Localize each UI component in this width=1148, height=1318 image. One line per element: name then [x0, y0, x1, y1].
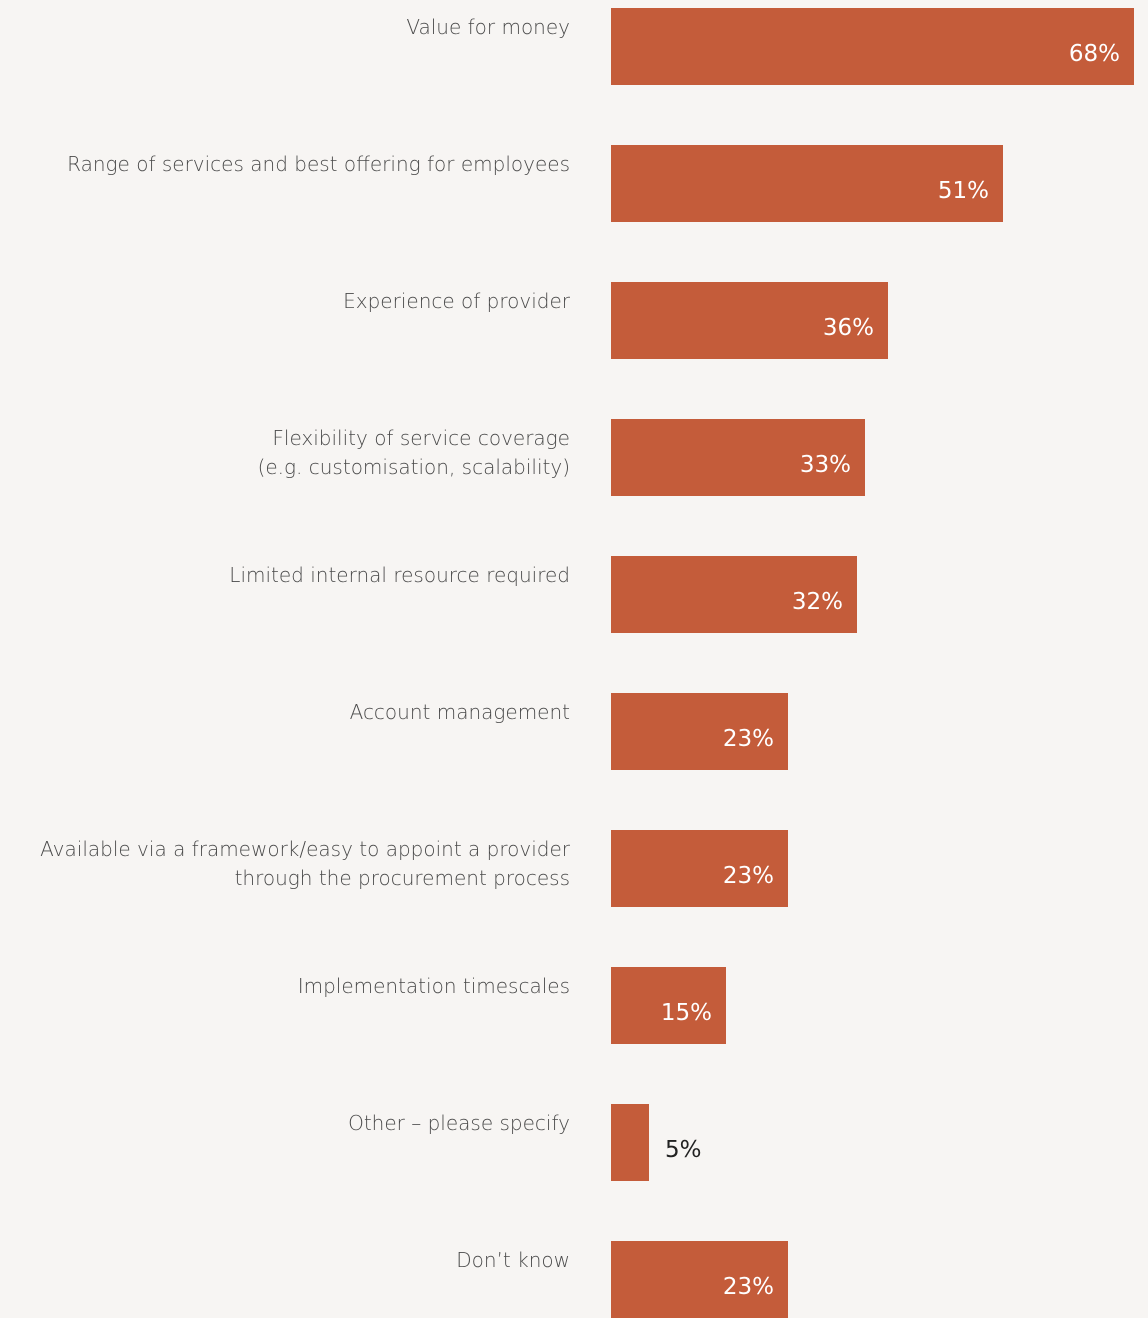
bar	[611, 1104, 649, 1181]
category-label: Account management	[350, 698, 570, 727]
value-label: 36%	[822, 315, 874, 341]
category-label: Other – please specify	[348, 1109, 570, 1138]
category-label-line: Range of services and best offering for …	[67, 152, 570, 176]
category-label-line: through the procurement process	[234, 866, 570, 890]
category-label-line: Other – please specify	[348, 1111, 570, 1135]
value-label: 33%	[799, 452, 851, 478]
bar	[611, 830, 788, 907]
category-label: Available via a framework/easy to appoin…	[40, 835, 570, 893]
category-label: Limited internal resource required	[229, 561, 570, 590]
bar	[611, 693, 788, 770]
bar	[611, 419, 865, 496]
value-label: 32%	[791, 589, 843, 615]
value-label: 23%	[722, 1274, 774, 1300]
category-label-line: Flexibility of service coverage	[272, 426, 570, 450]
category-label-line: Experience of provider	[343, 289, 570, 313]
value-label: 5%	[665, 1137, 702, 1163]
value-label: 15%	[660, 1000, 712, 1026]
category-label-line: Don’t know	[456, 1248, 570, 1272]
category-label: Implementation timescales	[298, 972, 570, 1001]
bar	[611, 8, 1134, 85]
category-label: Range of services and best offering for …	[67, 150, 570, 179]
value-label: 23%	[722, 726, 774, 752]
category-label-line: Implementation timescales	[297, 974, 570, 998]
category-label: Experience of provider	[343, 287, 570, 316]
category-label-line: Value for money	[406, 15, 570, 39]
value-label: 23%	[722, 863, 774, 889]
bar	[611, 556, 857, 633]
bar	[611, 282, 888, 359]
category-label-line: Available via a framework/easy to appoin…	[40, 837, 570, 861]
category-label-line: Account management	[349, 700, 570, 724]
bar	[611, 967, 726, 1044]
category-label-line: (e.g. customisation, scalability)	[257, 455, 570, 479]
bar	[611, 1241, 788, 1318]
bar	[611, 145, 1003, 222]
value-label: 51%	[937, 178, 989, 204]
category-label: Don’t know	[456, 1246, 570, 1275]
category-label: Flexibility of service coverage (e.g. cus…	[258, 424, 570, 482]
category-label-line: Limited internal resource required	[229, 563, 570, 587]
category-label: Value for money	[406, 13, 570, 42]
value-label: 68%	[1068, 41, 1120, 67]
